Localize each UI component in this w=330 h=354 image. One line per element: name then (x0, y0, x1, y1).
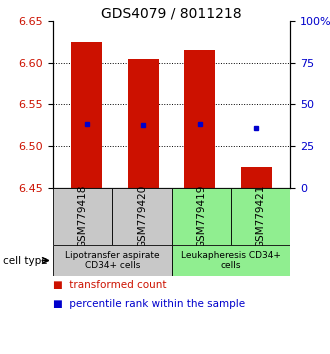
Bar (172, 245, 290, 276)
Bar (71, 42, 102, 188)
Text: cell type: cell type (3, 256, 48, 266)
Bar (172, 188, 231, 245)
Text: Leukapheresis CD34+
cells: Leukapheresis CD34+ cells (181, 251, 281, 270)
Text: Lipotransfer aspirate
CD34+ cells: Lipotransfer aspirate CD34+ cells (65, 251, 159, 270)
Bar (184, 50, 215, 188)
Text: GSM779418: GSM779418 (78, 185, 87, 248)
Bar (53, 188, 112, 245)
Bar (128, 59, 159, 188)
Text: GSM779420: GSM779420 (137, 185, 147, 248)
Text: ■  transformed count: ■ transformed count (53, 280, 166, 290)
Bar (112, 188, 172, 245)
Title: GDS4079 / 8011218: GDS4079 / 8011218 (101, 6, 242, 20)
Text: ■  percentile rank within the sample: ■ percentile rank within the sample (53, 299, 245, 309)
Bar (231, 188, 290, 245)
Text: GSM779421: GSM779421 (256, 185, 266, 248)
Bar (241, 167, 272, 188)
Bar (53, 245, 172, 276)
Text: GSM779419: GSM779419 (196, 185, 206, 248)
